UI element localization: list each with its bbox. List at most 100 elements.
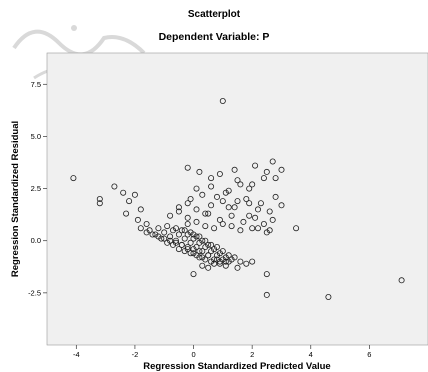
data-point (237, 181, 244, 188)
data-point (196, 168, 203, 175)
data-point (184, 164, 191, 171)
data-point (252, 214, 259, 221)
data-point (213, 243, 220, 250)
data-point (237, 227, 244, 234)
data-point (202, 223, 209, 230)
data-point (205, 210, 212, 217)
data-point (199, 262, 206, 269)
y-tick-label: -2.5 (28, 288, 41, 297)
data-point (187, 250, 194, 257)
data-point (211, 225, 218, 232)
data-point (205, 241, 212, 248)
data-point (249, 225, 256, 232)
data-point (193, 243, 200, 250)
data-point (237, 258, 244, 265)
data-point (254, 225, 261, 232)
data-point (175, 208, 182, 215)
data-points (70, 98, 405, 300)
x-tick-label: 4 (309, 350, 313, 359)
data-point (202, 210, 209, 217)
data-point (196, 248, 203, 255)
data-point (254, 206, 261, 213)
data-point (172, 237, 179, 244)
data-point (126, 198, 133, 205)
data-point (184, 243, 191, 250)
data-point (208, 248, 215, 255)
plot-area (46, 52, 428, 346)
x-tick-label: -2 (132, 350, 139, 359)
data-point (199, 254, 206, 261)
axis-ticks: -4 -2 0 2 4 6 7.5 5.0 2.5 0.0 -2.5 (28, 80, 371, 359)
data-point (202, 237, 209, 244)
data-point (266, 208, 273, 215)
data-point (249, 181, 256, 188)
data-point (172, 225, 179, 232)
data-point (278, 202, 285, 209)
data-point (398, 277, 405, 284)
data-point (263, 271, 270, 278)
x-axis-label: Regression Standardized Predicted Value (143, 361, 330, 372)
data-point (216, 258, 223, 265)
data-point (169, 227, 176, 234)
data-point (96, 195, 103, 202)
data-point (167, 212, 174, 219)
data-point (257, 200, 264, 207)
data-point (246, 212, 253, 219)
data-point (243, 195, 250, 202)
data-point (252, 162, 259, 169)
data-point (120, 189, 127, 196)
data-point (211, 260, 218, 267)
data-point (205, 252, 212, 259)
chart-title: Scatterplot (187, 9, 241, 20)
x-tick-label: 2 (250, 350, 254, 359)
data-point (131, 191, 138, 198)
y-tick-label: 0.0 (31, 236, 41, 245)
data-point (164, 239, 171, 246)
data-point (228, 223, 235, 230)
data-point (152, 231, 159, 238)
data-point (208, 175, 215, 182)
data-point (208, 258, 215, 265)
data-point (184, 220, 191, 227)
y-tick-label: 2.5 (31, 184, 41, 193)
data-point (181, 227, 188, 234)
data-point (137, 206, 144, 213)
data-point (208, 241, 215, 248)
data-point (175, 204, 182, 211)
data-point (184, 200, 191, 207)
data-point (202, 256, 209, 263)
data-point (175, 231, 182, 238)
data-point (178, 241, 185, 248)
data-point (193, 206, 200, 213)
data-point (266, 227, 273, 234)
data-point (219, 198, 226, 205)
data-point (155, 225, 162, 232)
data-point (161, 235, 168, 242)
data-point (216, 170, 223, 177)
data-point (199, 248, 206, 255)
data-point (208, 202, 215, 209)
data-point (190, 231, 197, 238)
data-point (263, 291, 270, 298)
data-point (158, 235, 165, 242)
data-point (190, 271, 197, 278)
data-point (137, 225, 144, 232)
data-point (164, 223, 171, 230)
data-point (240, 218, 247, 225)
data-point (234, 264, 241, 271)
y-axis-label: Regression Standardized Residual (10, 121, 21, 277)
data-point (272, 193, 279, 200)
data-point (216, 216, 223, 223)
data-point (278, 166, 285, 173)
data-point (231, 166, 238, 173)
data-point (123, 210, 130, 217)
data-point (96, 200, 103, 207)
data-point (222, 258, 229, 265)
data-point (219, 248, 226, 255)
data-point (243, 260, 250, 267)
data-point (225, 204, 232, 211)
data-point (161, 229, 168, 236)
data-point (70, 175, 77, 182)
data-point (272, 175, 279, 182)
data-point (263, 168, 270, 175)
